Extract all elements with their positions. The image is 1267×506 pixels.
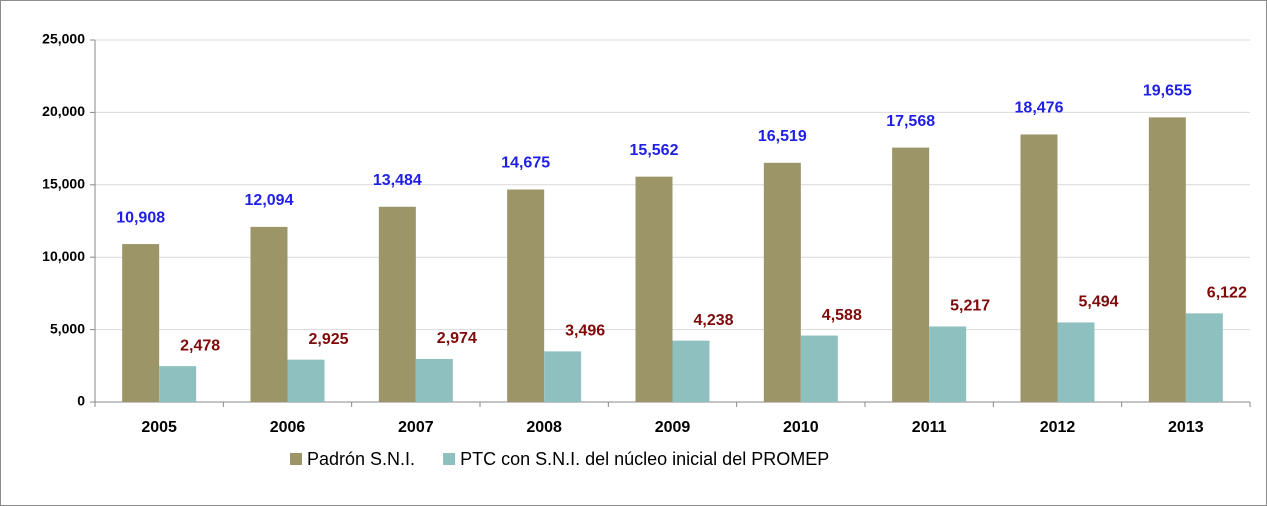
data-label: 15,562: [630, 142, 679, 159]
y-tick-label: 0: [77, 393, 85, 409]
data-label: 3,496: [565, 323, 605, 340]
data-label: 10,908: [116, 209, 165, 226]
data-label: 6,122: [1207, 285, 1247, 302]
data-label: 19,655: [1143, 83, 1192, 100]
y-tick-label: 5,000: [50, 320, 85, 336]
data-label: 2,478: [180, 337, 220, 354]
data-label: 2,925: [308, 331, 348, 348]
legend-swatch: [443, 453, 456, 465]
legend-swatch: [290, 453, 302, 465]
legend-label: Padrón S.N.I.: [307, 449, 415, 469]
data-label: 14,675: [501, 155, 550, 172]
data-label: 4,238: [693, 312, 733, 329]
x-tick-label: 2011: [912, 419, 947, 436]
bar: [159, 366, 197, 402]
data-label: 2,974: [437, 330, 477, 347]
bar: [378, 206, 416, 402]
data-label: 17,568: [886, 113, 935, 130]
bar: [122, 244, 160, 402]
data-label: 12,094: [245, 192, 294, 209]
data-label: 5,217: [950, 298, 990, 315]
x-tick-label: 2006: [270, 419, 306, 436]
bar: [544, 351, 582, 402]
x-tick-label: 2010: [783, 419, 819, 436]
x-tick-label: 2005: [141, 419, 177, 436]
bar: [415, 358, 453, 402]
legend-label: PTC con S.N.I. del núcleo inicial del PR…: [460, 449, 829, 469]
bar: [800, 335, 838, 402]
x-tick-label: 2008: [526, 419, 562, 436]
bar: [507, 189, 545, 402]
y-tick-label: 20,000: [42, 103, 85, 119]
bar: [287, 359, 325, 402]
x-tick-label: 2013: [1168, 419, 1204, 436]
bar: [1148, 117, 1186, 402]
bar: [250, 226, 288, 402]
bar: [1185, 313, 1223, 402]
x-tick-label: 2009: [655, 419, 691, 436]
bar: [929, 326, 967, 402]
data-label: 18,476: [1015, 100, 1064, 117]
bar: [1020, 134, 1058, 402]
data-label: 16,519: [758, 128, 807, 145]
bar: [763, 162, 801, 402]
x-tick-label: 2012: [1040, 419, 1076, 436]
y-tick-label: 15,000: [42, 176, 85, 192]
data-label: 5,494: [1078, 294, 1118, 311]
y-tick-label: 25,000: [42, 31, 85, 47]
bar: [635, 176, 673, 402]
x-tick-label: 2007: [398, 419, 434, 436]
bar: [892, 147, 930, 402]
data-label: 13,484: [373, 172, 422, 189]
bar: [672, 340, 710, 402]
y-tick-label: 10,000: [42, 248, 85, 264]
bar: [1057, 322, 1095, 402]
data-label: 4,588: [822, 307, 862, 324]
